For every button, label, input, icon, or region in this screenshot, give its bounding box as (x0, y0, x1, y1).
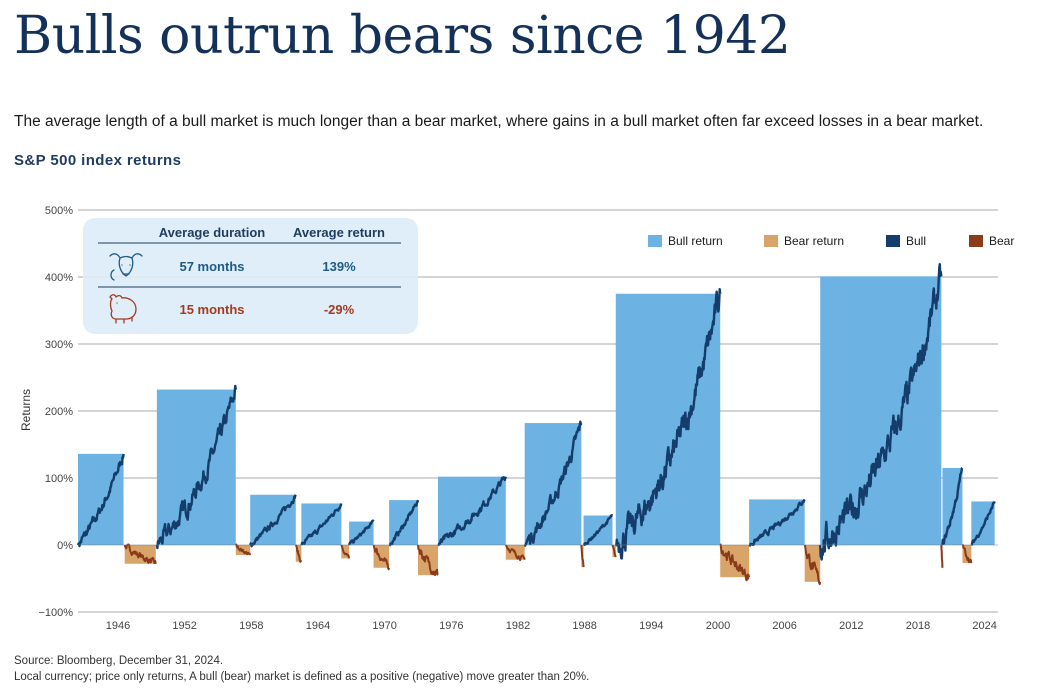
x-tick-labels: 1946 1952 1958 1964 1970 1976 1982 1988 1994 2000… (106, 620, 997, 632)
bull-return-bar (78, 453, 124, 545)
y-tick-label: 0% (57, 540, 73, 552)
bull-index-line (748, 498, 806, 547)
x-tick-label: 1982 (506, 620, 530, 632)
bear-index-line (719, 543, 751, 582)
bull-index-line (347, 519, 375, 546)
bear-index-line (123, 543, 157, 564)
legend-swatch (764, 235, 778, 247)
x-tick-label: 2000 (706, 620, 730, 632)
bull-return-bar (524, 423, 582, 545)
y-tick-labels: −100% 0% 100% 200% 300% 400% 500% (38, 205, 73, 619)
index-lines (76, 263, 996, 586)
x-tick-label: 2012 (839, 620, 863, 632)
x-tick-label: 1976 (439, 620, 463, 632)
bear-index-line (803, 544, 822, 586)
bear-index-line (340, 544, 351, 559)
bear-index-line (940, 544, 944, 568)
footer-source: Source: Bloomberg, December 31, 2024. (14, 655, 224, 667)
bull-index-line (582, 514, 614, 547)
x-tick-label: 2006 (772, 620, 796, 632)
bull-index-line (615, 288, 722, 560)
legend-label: Bull (906, 234, 926, 248)
summary-col-return: Average return (293, 225, 385, 240)
footer-note: Local currency; price only returns, A bu… (14, 671, 590, 683)
x-tick-label: 1946 (106, 620, 130, 632)
legend-label: Bull return (668, 234, 723, 248)
bear-index-line (294, 544, 303, 563)
bull-index-line (388, 499, 420, 547)
bull-index-line (970, 500, 996, 547)
bull-duration: 57 months (179, 259, 244, 274)
y-tick-label: −100% (38, 607, 73, 619)
bull-index-line (300, 503, 343, 546)
bear-index-line (611, 544, 617, 558)
bear-index-line (580, 544, 585, 568)
chart-legend: Bull return Bear return Bull Bear (648, 234, 1014, 248)
bull-index-line (76, 453, 125, 548)
x-tick-label: 2024 (972, 620, 996, 632)
x-tick-label: 2018 (906, 620, 930, 632)
bull-index-line (437, 476, 507, 547)
bull-return-bar (615, 293, 721, 545)
y-tick-label: 400% (45, 272, 73, 284)
legend-swatch (886, 235, 900, 247)
x-tick-label: 1964 (306, 620, 330, 632)
bear-index-line (504, 544, 526, 562)
bear-index-line (417, 544, 439, 576)
chart-subtitle: The average length of a bull market is m… (14, 113, 984, 130)
bear-return: -29% (324, 302, 355, 317)
bull-return: 139% (322, 259, 356, 274)
bear-index-line (372, 544, 391, 571)
bull-index-line (523, 420, 583, 547)
chart-heading: S&P 500 index returns (14, 152, 182, 169)
period-bars (78, 276, 995, 582)
y-axis-label: Returns (19, 389, 33, 431)
bear-index-line (961, 544, 973, 564)
page-title: Bulls outrun bears since 1942 (14, 6, 791, 66)
y-tick-label: 300% (45, 339, 73, 351)
bull-index-line (155, 384, 237, 550)
x-tick-label: 1970 (372, 620, 396, 632)
summary-col-duration: Average duration (159, 225, 265, 240)
x-tick-label: 1988 (572, 620, 596, 632)
bear-icon (109, 294, 137, 324)
bull-icon (109, 253, 143, 281)
bear-return-bar (962, 545, 972, 564)
x-tick-label: 1994 (639, 620, 663, 632)
x-tick-label: 1952 (172, 620, 196, 632)
y-tick-label: 500% (45, 205, 73, 217)
legend-swatch (648, 235, 662, 247)
bull-index-line (819, 263, 943, 561)
y-tick-label: 100% (45, 473, 73, 485)
bear-duration: 15 months (179, 302, 244, 317)
bear-index-line (235, 543, 252, 556)
y-tick-label: 200% (45, 406, 73, 418)
legend-label: Bear return (784, 234, 844, 248)
summary-box-background (83, 218, 418, 334)
legend-label: Bear (989, 234, 1014, 248)
summary-box: Average duration Average return 57 month… (83, 218, 418, 334)
bull-index-line (941, 466, 964, 546)
bear-return-bar (341, 545, 350, 559)
bull-index-line (249, 494, 297, 548)
bull-return-bar (820, 276, 942, 545)
bull-return-bar (156, 389, 236, 545)
legend-swatch (969, 235, 983, 247)
x-tick-label: 1958 (239, 620, 263, 632)
